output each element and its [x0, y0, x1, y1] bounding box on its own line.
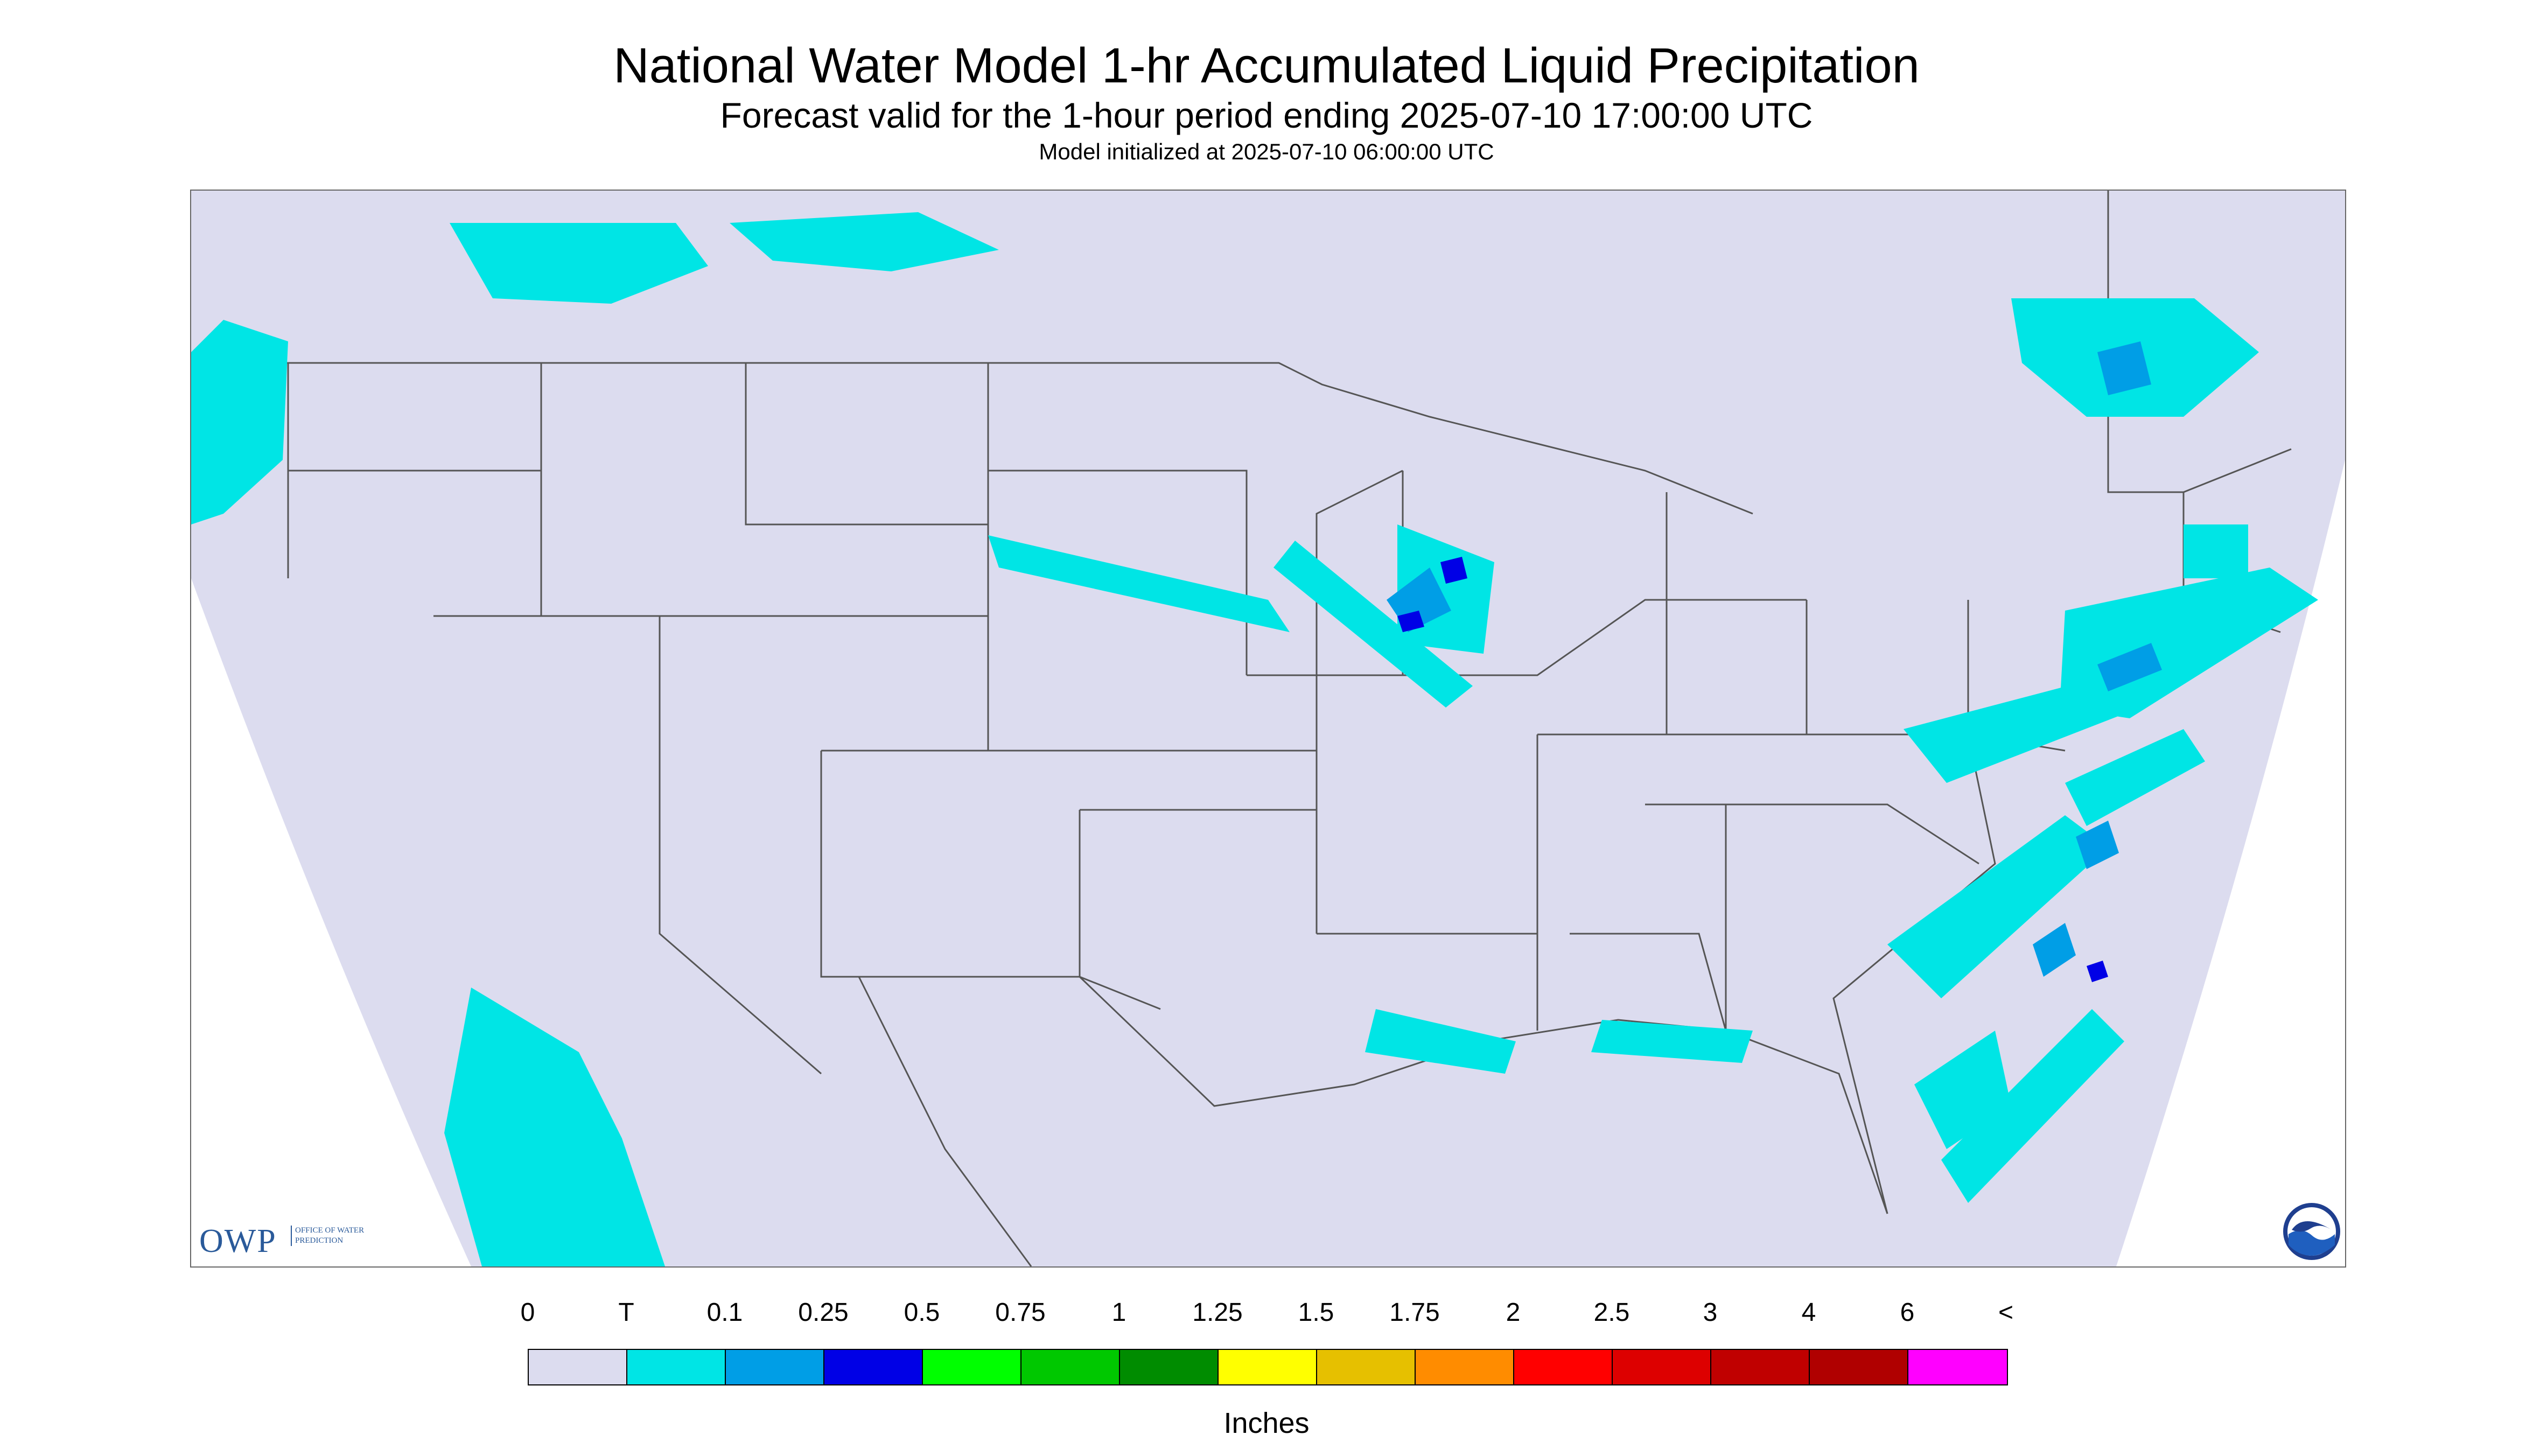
- legend-label: 4: [1801, 1298, 1816, 1327]
- legend-swatch: [627, 1350, 726, 1384]
- precipitation-map: [190, 190, 2346, 1268]
- legend-swatch: [1711, 1350, 1810, 1384]
- legend-label: <: [1998, 1298, 2014, 1327]
- legend-swatch: [1416, 1350, 1514, 1384]
- legend-label: 0.25: [798, 1298, 849, 1327]
- legend-swatch: [1514, 1350, 1613, 1384]
- legend-label: 6: [1900, 1298, 1915, 1327]
- legend-label: 0: [520, 1298, 535, 1327]
- legend-label: 2: [1506, 1298, 1521, 1327]
- legend-swatch: [529, 1350, 627, 1384]
- owp-logo-name: OFFICE OF WATER PREDICTION: [291, 1226, 370, 1246]
- legend-swatch: [1317, 1350, 1416, 1384]
- legend-labels: 0 T 0.1 0.25 0.5 0.75 1 1.25 1.5 1.75 2 2.5 3 4 6 <: [0, 1298, 2533, 1335]
- legend-label: 2.5: [1593, 1298, 1630, 1327]
- legend-label: 0.1: [706, 1298, 743, 1327]
- model-init-text: Model initialized at 2025-07-10 06:00:00…: [1039, 139, 1494, 164]
- map-domain: [191, 191, 2345, 1266]
- precip-heavy-areas: [1397, 557, 2108, 982]
- legend-swatch: [1120, 1350, 1219, 1384]
- owp-logo-mark: OWP: [199, 1223, 277, 1259]
- legend-swatch: [824, 1350, 923, 1384]
- legend-units: Inches: [1223, 1407, 1310, 1439]
- legend-swatch: [923, 1350, 1021, 1384]
- legend-label: 1: [1111, 1298, 1126, 1327]
- legend-label: 0.5: [904, 1298, 940, 1327]
- legend-swatch: [1908, 1350, 2007, 1384]
- legend-swatch: [726, 1350, 824, 1384]
- legend-label: 3: [1703, 1298, 1718, 1327]
- legend-colorbar: [528, 1349, 2008, 1385]
- legend-label: 0.75: [995, 1298, 1046, 1327]
- legend-label: 1.25: [1192, 1298, 1243, 1327]
- noaa-logo-icon: [2282, 1202, 2341, 1261]
- map-subtitle: Forecast valid for the 1-hour period end…: [720, 95, 1813, 135]
- legend-label: T: [618, 1298, 634, 1327]
- legend-swatch: [1021, 1350, 1120, 1384]
- state-boundaries: [191, 191, 2292, 1266]
- legend-label: 1.5: [1298, 1298, 1334, 1327]
- legend-label: 1.75: [1389, 1298, 1440, 1327]
- map-title: National Water Model 1-hr Accumulated Li…: [613, 38, 1920, 93]
- legend-swatch: [1810, 1350, 1908, 1384]
- precip-moderate-areas: [1387, 341, 2162, 977]
- legend-swatch: [1219, 1350, 1317, 1384]
- owp-logo: OWP OFFICE OF WATER PREDICTION: [199, 1222, 377, 1260]
- legend-swatch: [1613, 1350, 1711, 1384]
